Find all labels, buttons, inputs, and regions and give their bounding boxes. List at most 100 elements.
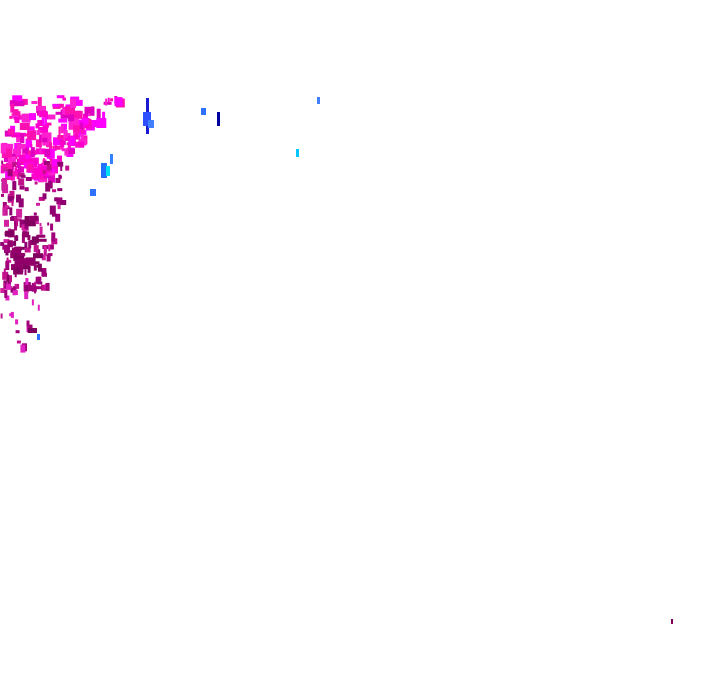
echo-pixel <box>1 160 4 165</box>
echo-pixel <box>37 120 43 126</box>
echo-pixel <box>27 130 37 141</box>
echo-pixel <box>60 125 64 134</box>
echo-pixel <box>143 112 151 126</box>
echo-pixel <box>27 265 31 273</box>
echo-pixel <box>18 172 25 177</box>
echo-pixel <box>26 320 30 327</box>
echo-pixel <box>3 239 10 244</box>
echo-pixel <box>0 143 8 154</box>
echo-pixel <box>41 268 47 276</box>
echo-pixel <box>90 120 101 127</box>
echo-pixel <box>26 126 35 131</box>
echo-pixel <box>16 218 19 227</box>
echo-pixel <box>84 124 91 129</box>
echo-pixel <box>49 205 56 215</box>
echo-pixel <box>58 118 68 123</box>
echo-pixel <box>78 128 81 138</box>
echo-pixel <box>33 245 39 253</box>
echo-pixel <box>11 132 21 138</box>
echo-pixel <box>7 157 16 166</box>
echo-pixel <box>30 144 33 147</box>
echo-pixel <box>18 166 24 173</box>
echo-pixel <box>14 284 17 287</box>
echo-pixel <box>38 249 41 256</box>
echo-pixel <box>23 282 27 292</box>
echo-pixel <box>4 205 9 209</box>
echo-pixel <box>46 254 51 262</box>
echo-pixel <box>74 99 83 106</box>
echo-pixel <box>59 136 66 145</box>
echo-pixel <box>35 276 41 284</box>
echo-pixel <box>44 115 47 126</box>
echo-pixel <box>16 158 21 168</box>
echo-pixel <box>16 208 23 218</box>
echo-pixel <box>73 118 79 126</box>
echo-pixel <box>84 106 95 116</box>
echo-pixel <box>11 247 22 251</box>
echo-pixel <box>56 95 63 99</box>
echo-pixel <box>12 181 17 191</box>
echo-pixel <box>4 219 9 227</box>
echo-pixel <box>6 148 12 158</box>
echo-pixel <box>52 145 61 150</box>
echo-pixel <box>18 178 25 186</box>
echo-pixel <box>46 148 55 159</box>
echo-pixel <box>39 226 43 235</box>
echo-pixel <box>201 108 206 115</box>
echo-pixel <box>10 311 14 318</box>
echo-pixel <box>43 249 47 256</box>
echo-pixel <box>56 197 63 205</box>
echo-pixel <box>33 264 37 271</box>
echo-pixel <box>22 263 30 270</box>
echo-pixel <box>36 234 46 238</box>
echo-pixel <box>31 282 35 291</box>
echo-pixel <box>68 136 76 146</box>
echo-pixel <box>55 178 61 183</box>
echo-pixel <box>49 244 54 250</box>
echo-pixel <box>34 281 37 289</box>
echo-pixel <box>73 110 83 119</box>
echo-pixel <box>39 146 42 154</box>
echo-pixel <box>25 278 29 285</box>
echo-pixel <box>24 216 30 224</box>
echo-pixel <box>27 235 31 240</box>
echo-pixel <box>55 213 61 222</box>
echo-pixel <box>6 257 9 262</box>
echo-pixel <box>90 189 96 196</box>
echo-pixel <box>7 241 12 247</box>
echo-pixel <box>37 97 42 107</box>
echo-pixel <box>14 274 17 278</box>
echo-pixel <box>31 236 39 244</box>
echo-pixel <box>81 118 90 128</box>
echo-pixel <box>21 224 25 231</box>
echo-pixel <box>18 155 26 162</box>
echo-pixel <box>38 127 49 133</box>
echo-pixel <box>36 202 40 206</box>
echo-pixel <box>15 261 23 270</box>
echo-pixel <box>1 163 12 170</box>
echo-pixel <box>14 117 20 123</box>
echo-pixel <box>9 313 13 317</box>
echo-pixel <box>34 285 37 294</box>
echo-pixel <box>2 184 9 194</box>
echo-pixel <box>1 152 6 158</box>
echo-pixel <box>58 174 62 179</box>
echo-pixel <box>44 148 51 157</box>
echo-pixel <box>33 212 37 216</box>
echo-pixel <box>17 253 26 257</box>
echo-pixel <box>32 261 40 265</box>
echo-pixel <box>88 118 92 129</box>
echo-pixel <box>5 252 9 256</box>
echo-pixel <box>65 165 70 171</box>
echo-pixel <box>37 238 47 242</box>
echo-pixel <box>42 193 47 200</box>
echo-pixel <box>3 282 6 287</box>
echo-pixel <box>96 108 101 119</box>
echo-pixel <box>6 143 14 149</box>
echo-pixel <box>5 295 10 301</box>
echo-pixel <box>114 97 123 107</box>
echo-pixel <box>58 126 61 136</box>
echo-pixel <box>60 200 67 205</box>
